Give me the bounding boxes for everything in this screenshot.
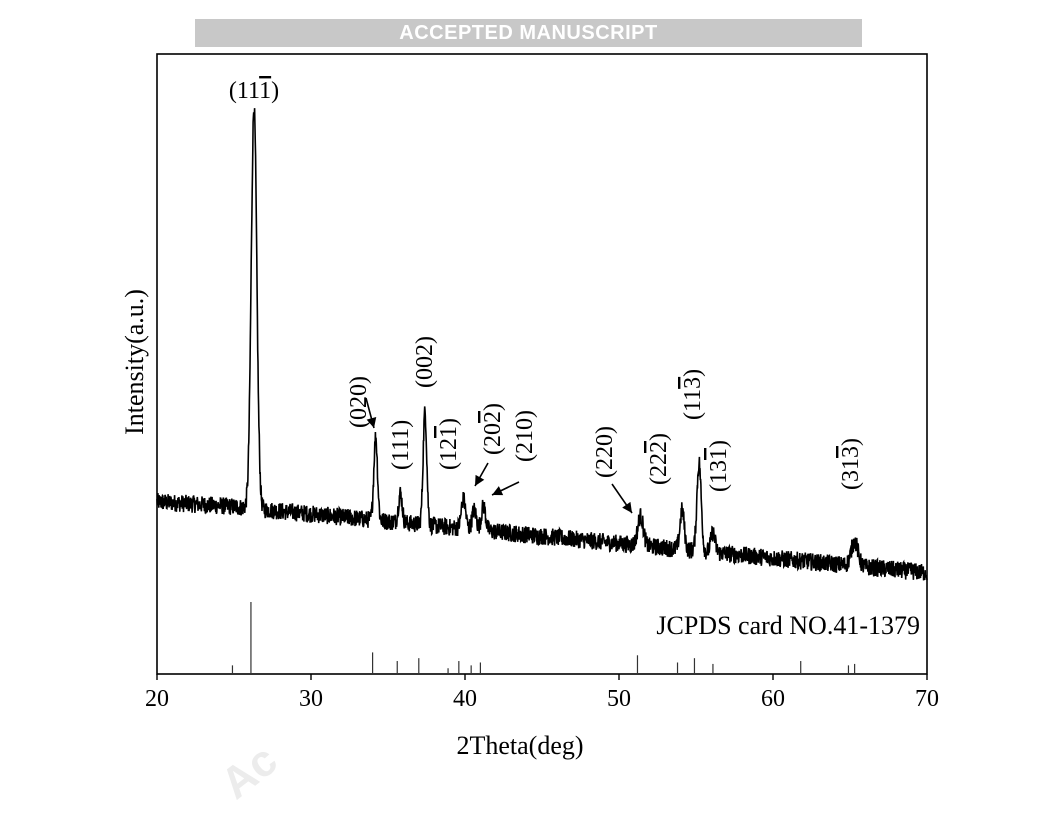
peak-label: (111) [388, 420, 414, 470]
x-tick-label: 40 [453, 686, 477, 712]
peak-label: (113) [680, 369, 706, 420]
peak-label: (210) [512, 410, 538, 462]
xrd-spectrum-line [156, 108, 928, 581]
peak-labels: (111)(020)(111)(002)(121)(202)(210) (220)… [229, 78, 864, 514]
peak-label: (111) [229, 78, 279, 104]
peak-arrow-head [366, 417, 377, 428]
x-tick-label: 30 [299, 686, 323, 712]
x-tick-label: 50 [607, 686, 631, 712]
peak-label: (222) [646, 433, 672, 485]
x-tick-label: 20 [145, 686, 169, 712]
x-axis-title: 2Theta(deg) [456, 731, 583, 760]
peak-label: (131) [706, 440, 732, 492]
peak-label: (002) [412, 336, 438, 388]
x-tick-label: 60 [761, 686, 785, 712]
y-axis-title: Intensity(a.u.) [120, 289, 149, 435]
peak-arrow-head [492, 486, 504, 496]
peak-arrow-head [475, 474, 485, 486]
plot-frame [156, 53, 928, 675]
peak-label: (220) [592, 426, 618, 478]
peak-label: (202) [480, 403, 506, 455]
peak-label: (121) [436, 418, 462, 470]
x-tick-label: 70 [915, 686, 939, 712]
reference-card-label: JCPDS card NO.41-1379 [656, 611, 920, 640]
reference-lines [231, 602, 856, 674]
peak-label: (313) [838, 438, 864, 490]
accepted-manuscript-banner: ACCEPTED MANUSCRIPT [195, 19, 862, 47]
peak-arrow-head [622, 501, 632, 513]
x-axis-ticks: 20 30 40 50 60 70 [145, 674, 939, 712]
